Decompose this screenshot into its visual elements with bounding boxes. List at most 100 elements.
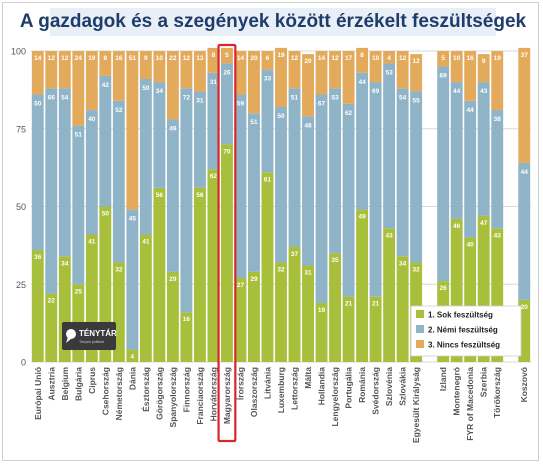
data-label: 21 (345, 301, 353, 308)
bar-ausztria-s3 (45, 51, 58, 89)
bar-romania-s2 (356, 72, 369, 210)
bar-fyr-of-macedonia-s1 (464, 237, 477, 362)
x-tick-label: Litvánia (262, 367, 272, 399)
logo-bubble-tail-icon (66, 337, 72, 343)
bar-dania-s2 (126, 209, 139, 350)
bar-torokorszag-s2 (491, 110, 504, 229)
y-tick-label: 100 (11, 47, 26, 57)
bar-esztorszag-s2 (139, 78, 152, 235)
data-label: 14 (34, 55, 42, 62)
bar-gorogorszag-s2 (153, 82, 166, 188)
data-label: 54 (399, 94, 407, 101)
data-label: 38 (494, 116, 502, 123)
data-label: 10 (156, 55, 164, 62)
data-label: 20 (521, 304, 529, 311)
bar-bulgaria-s2 (72, 125, 85, 285)
data-label: 16 (115, 55, 123, 62)
data-label: 10 (372, 55, 380, 62)
data-label: 20 (250, 55, 258, 62)
bar-luxemburg-s3 (275, 47, 287, 107)
bar-lettorszag-s2 (288, 88, 301, 247)
bar-litvania-s2 (261, 69, 274, 173)
y-tick-label: 25 (16, 280, 26, 290)
bar-franciaorszag-s2 (193, 91, 206, 188)
bar-csehorszag-s1 (99, 206, 112, 362)
bar-ciprus-s3 (85, 51, 98, 111)
x-tick-label: Szlovénia (384, 367, 394, 406)
x-tick-label: Lettország (290, 367, 300, 410)
bar-nemetorszag-s3 (112, 51, 125, 101)
data-label: 19 (277, 52, 285, 59)
bar-szlovenia-s3 (383, 51, 396, 64)
data-label: 9 (482, 58, 486, 65)
data-label: 56 (156, 192, 164, 199)
data-label: 32 (115, 266, 123, 273)
bar-szerbia-s3 (477, 54, 490, 83)
bar-europai-unio-s1 (31, 250, 44, 362)
bar-torokorszag-s3 (491, 51, 504, 111)
x-tick-label: Franciaország (195, 367, 205, 425)
bar-belgium-s3 (58, 51, 71, 89)
bar-spanyolorszag-s2 (166, 119, 179, 272)
data-label: 44 (521, 169, 529, 176)
bar-izland-s3 (437, 51, 450, 67)
data-label: 21 (372, 301, 380, 308)
x-tick-label: Svédország (371, 367, 381, 415)
bar-svedorszag-s1 (369, 296, 382, 362)
bar-spanyolorszag-s1 (166, 271, 179, 362)
data-label: 55 (413, 97, 421, 104)
data-label: 51 (291, 94, 299, 101)
bar-gorogorszag-s3 (153, 51, 166, 83)
data-label: 25 (75, 288, 83, 295)
x-tick-label: Spanyolország (168, 367, 178, 427)
bar-finnorszag-s1 (180, 312, 193, 362)
data-label: 31 (304, 270, 312, 277)
bar-belgium-s2 (58, 88, 71, 257)
data-label: 29 (169, 276, 177, 283)
bar-szlovakia-s1 (396, 256, 409, 362)
data-label: 33 (264, 76, 272, 83)
x-tick-label: Belgium (60, 367, 70, 401)
bar-romania-s3 (356, 47, 369, 73)
x-tick-label: Luxemburg (276, 367, 286, 413)
data-label: 43 (480, 88, 488, 95)
x-tick-label: Európai Unió (33, 367, 43, 420)
y-tick-label: 0 (21, 358, 26, 368)
data-label: 54 (61, 94, 69, 101)
data-label: 12 (61, 55, 69, 62)
bar-esztorszag-s3 (139, 51, 152, 79)
x-tick-label: Málta (303, 367, 313, 389)
data-label: 40 (88, 116, 96, 123)
x-tick-label: Ciprus (87, 367, 97, 394)
bar-litvania-s3 (261, 51, 274, 70)
x-tick-label: Bulgária (73, 367, 83, 401)
y-tick-label: 75 (16, 124, 26, 134)
bar-portugalia-s3 (342, 51, 355, 104)
data-label: 26 (223, 69, 231, 76)
data-label: 69 (372, 88, 380, 95)
data-label: 13 (196, 55, 204, 62)
bar-lengyelorszag-s2 (329, 88, 341, 254)
bar-csehorszag-s2 (99, 75, 112, 207)
bar-ausztria-s2 (45, 88, 58, 294)
x-tick-label: Finnország (181, 367, 191, 412)
data-label: 67 (318, 101, 326, 108)
logo-name: TÉNYTÁR (79, 329, 117, 338)
data-label: 32 (413, 266, 421, 273)
bar-svedorszag-s3 (369, 51, 382, 83)
x-tick-label: Szerbia (479, 367, 489, 398)
data-label: 20 (304, 58, 312, 65)
data-label: 26 (440, 285, 448, 292)
data-label: 52 (115, 107, 123, 114)
bar-luxemburg-s2 (275, 106, 287, 263)
data-label: 12 (413, 58, 421, 65)
x-tick-label: Görögország (154, 367, 164, 420)
data-label: 37 (521, 52, 529, 59)
data-label: 44 (358, 79, 366, 86)
bar-spanyolorszag-s3 (166, 51, 179, 120)
bar-koszovo-s2 (518, 162, 531, 300)
bar-portugalia-s2 (342, 103, 355, 297)
x-tick-label: Koszovó (519, 367, 529, 402)
data-label: 62 (345, 110, 353, 117)
data-label: 56 (196, 192, 204, 199)
